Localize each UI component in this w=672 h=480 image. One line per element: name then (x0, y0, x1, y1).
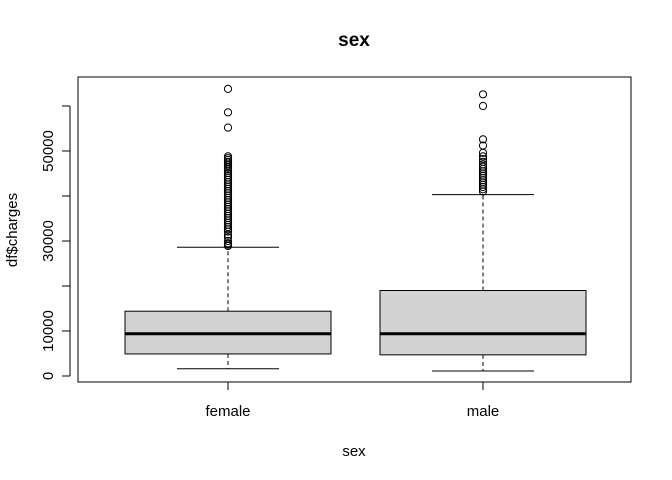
y-axis-label: df$charges (4, 193, 21, 267)
iqr-box (379, 290, 587, 356)
y-tick-label: 0 (40, 372, 57, 380)
x-tick-label: male (467, 403, 500, 420)
x-axis: female male (205, 381, 500, 420)
y-tick-label: 10000 (40, 310, 57, 352)
outlier-point (478, 152, 488, 161)
outlier-point (478, 135, 488, 144)
outlier-point (478, 187, 488, 196)
outlier-point (223, 236, 233, 246)
outlier-point (223, 108, 233, 117)
outlier-point (478, 148, 488, 157)
outlier-point (223, 123, 233, 132)
y-axis: 0 10000 30000 50000 (40, 105, 71, 380)
chart-title: sex (338, 30, 370, 51)
x-tick-label: female (205, 403, 250, 420)
outlier-point (223, 84, 233, 94)
box-group-male (379, 90, 587, 372)
outlier-point (223, 225, 233, 234)
y-tick-label: 50000 (40, 130, 57, 172)
outlier-point (478, 90, 488, 99)
y-tick-label: 30000 (40, 220, 57, 262)
outlier-point (478, 182, 488, 192)
outlier-point (478, 101, 488, 111)
outlier-point (478, 185, 488, 194)
box-group-female (124, 84, 332, 370)
outlier-point (223, 230, 233, 239)
x-axis-label: sex (342, 443, 366, 460)
outlier-point (223, 227, 233, 236)
boxes (124, 84, 587, 372)
outlier-point (223, 241, 233, 251)
